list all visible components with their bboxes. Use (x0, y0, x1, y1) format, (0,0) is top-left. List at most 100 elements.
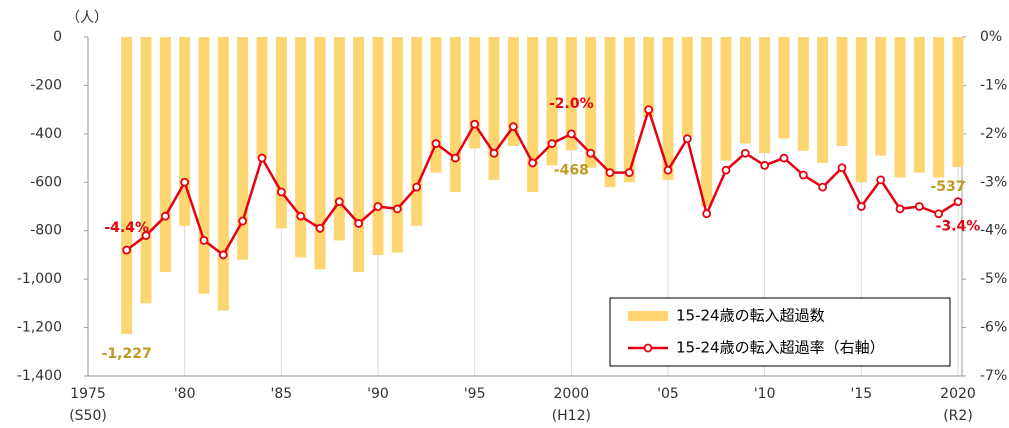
line-marker (702, 209, 712, 219)
bar (701, 37, 713, 207)
bar (488, 37, 500, 180)
line-marker (779, 153, 789, 163)
x-tick-sublabel: (S50) (69, 408, 107, 424)
line-marker (818, 182, 828, 192)
line-marker (760, 160, 770, 170)
bar (411, 37, 423, 226)
y-tick-label: 0 (53, 29, 62, 45)
x-tick-label: '05 (657, 386, 679, 402)
bar (681, 37, 693, 137)
bar (759, 37, 771, 154)
line-marker (876, 175, 886, 185)
x-tick-label: '95 (464, 386, 486, 402)
y2-tick-label: -7% (980, 368, 1007, 384)
bar (565, 37, 577, 151)
y2-tick-label: -6% (980, 320, 1007, 336)
line-marker (644, 105, 654, 115)
line-marker (856, 202, 866, 211)
bar (159, 37, 171, 272)
bar (469, 37, 481, 149)
y-unit-label: （人） (66, 10, 108, 26)
line-marker (315, 223, 325, 233)
line-marker (141, 231, 151, 240)
legend-box (609, 297, 951, 367)
bar (314, 37, 326, 270)
y2-tick-label: -4% (980, 223, 1007, 239)
bar (604, 37, 616, 188)
y2-tick-label: 0% (980, 29, 1002, 45)
y2-tick-label: -2% (980, 126, 1007, 142)
line-marker (257, 153, 267, 163)
bar (817, 37, 829, 163)
line-marker (566, 129, 576, 139)
y-tick-label: -200 (30, 77, 62, 93)
line-marker (238, 216, 248, 226)
line-marker (605, 168, 615, 178)
x-tick-label: '80 (174, 386, 196, 402)
bar (198, 37, 210, 294)
line-marker (373, 202, 383, 211)
y2-tick-label: -5% (980, 271, 1007, 287)
bar (256, 37, 268, 159)
bar (179, 37, 191, 226)
line-marker (412, 182, 422, 192)
line-marker (798, 170, 808, 180)
y2-tick-label: -3% (980, 174, 1007, 190)
y-tick-label: -400 (30, 126, 62, 142)
line-marker (586, 148, 596, 158)
bar (527, 37, 539, 192)
legend-label: 15-24歳の転入超過率（右軸） (676, 339, 885, 357)
line-marker (276, 187, 286, 197)
bar (836, 37, 848, 146)
line (125, 105, 959, 257)
line-marker (489, 148, 499, 158)
line-marker (624, 168, 634, 178)
line-marker (296, 211, 306, 221)
legend-swatch (628, 311, 668, 321)
line-marker (431, 139, 441, 148)
value-label: -4.4% (104, 220, 149, 236)
legend-label: 15-24歳の転入超過数 (676, 307, 825, 325)
value-label: -1,227 (102, 346, 152, 362)
bar (140, 37, 152, 304)
x-tick-label: '15 (850, 386, 872, 402)
bar (797, 37, 809, 151)
line-marker (914, 202, 924, 211)
line-marker (895, 204, 905, 214)
line-marker (122, 245, 132, 255)
x-tick-sublabel: (R2) (943, 408, 973, 424)
line-marker (218, 250, 228, 260)
line-marker (547, 139, 557, 148)
line-marker (721, 165, 731, 175)
y2-tick-label: -1% (980, 77, 1007, 93)
value-label: -537 (930, 179, 965, 195)
value-label: -468 (554, 162, 589, 178)
value-label: -3.4% (936, 219, 981, 235)
bar (585, 37, 597, 168)
bar (372, 37, 384, 255)
y-tick-label: -1,000 (17, 271, 62, 287)
line-marker (740, 148, 750, 158)
line-marker (160, 211, 170, 221)
bar (623, 37, 635, 183)
y-tick-label: -600 (30, 174, 62, 190)
bar (952, 37, 964, 168)
x-tick-label: '85 (270, 386, 292, 402)
bar (933, 37, 945, 178)
line-marker (354, 219, 364, 228)
line-marker (682, 134, 692, 144)
bar (739, 37, 751, 144)
bar (237, 37, 249, 260)
bar (121, 37, 133, 335)
bar (778, 37, 790, 139)
line-marker (953, 197, 963, 207)
bar (295, 37, 307, 258)
bar (913, 37, 925, 173)
bar (507, 37, 519, 146)
bar (353, 37, 365, 272)
line-marker (334, 197, 344, 207)
x-tick-label: 2020 (940, 386, 976, 402)
x-tick-label: 1975 (70, 386, 106, 402)
value-label: -2.0% (549, 96, 594, 112)
bar (391, 37, 403, 253)
